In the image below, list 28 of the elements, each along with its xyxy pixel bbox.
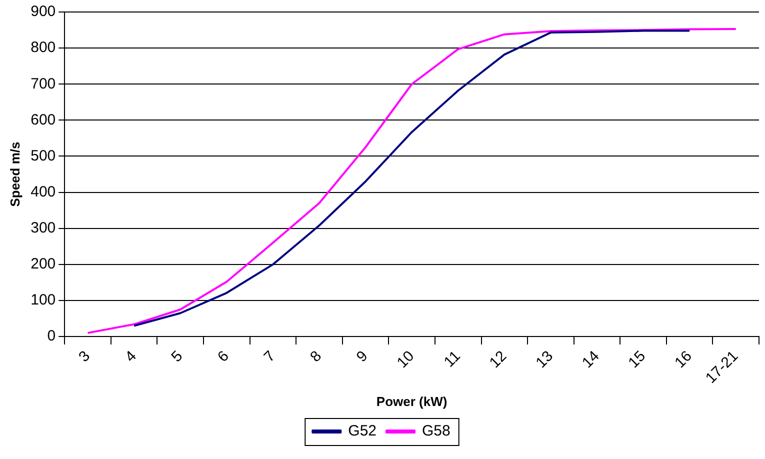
y-tick-label: 300 (30, 220, 56, 237)
legend-label: G58 (422, 422, 450, 440)
legend-label: G52 (348, 422, 377, 440)
y-tick-label: 500 (30, 147, 56, 164)
x-tick-label: 9 (353, 348, 372, 366)
x-tick-label: 6 (214, 348, 232, 366)
y-tick-label: 0 (47, 328, 56, 345)
x-tick-label: 11 (440, 348, 464, 371)
x-tick-label: 16 (672, 348, 696, 372)
y-tick-label: 800 (30, 39, 56, 56)
y-tick-label: 900 (30, 3, 56, 20)
x-axis-title: Power (kW) (376, 394, 448, 409)
x-tick-label: 12 (486, 348, 510, 372)
x-tick-label: 15 (625, 348, 650, 372)
x-tick-label: 14 (578, 348, 603, 372)
y-tick-label: 100 (30, 292, 56, 309)
y-tick-label: 200 (30, 256, 56, 273)
x-tick-label: 3 (76, 348, 94, 366)
y-tick-label: 400 (30, 183, 56, 200)
x-tick-label: 10 (394, 348, 418, 372)
x-tick-label: 4 (122, 348, 140, 366)
x-tick-label: 5 (168, 348, 186, 366)
y-tick-label: 700 (30, 75, 56, 92)
y-axis-title: Speed m/s (7, 142, 22, 207)
x-tick-label: 8 (307, 348, 325, 366)
x-tick-label: 13 (532, 348, 556, 372)
x-tick-label: 7 (260, 348, 279, 366)
y-tick-label: 600 (30, 111, 56, 128)
